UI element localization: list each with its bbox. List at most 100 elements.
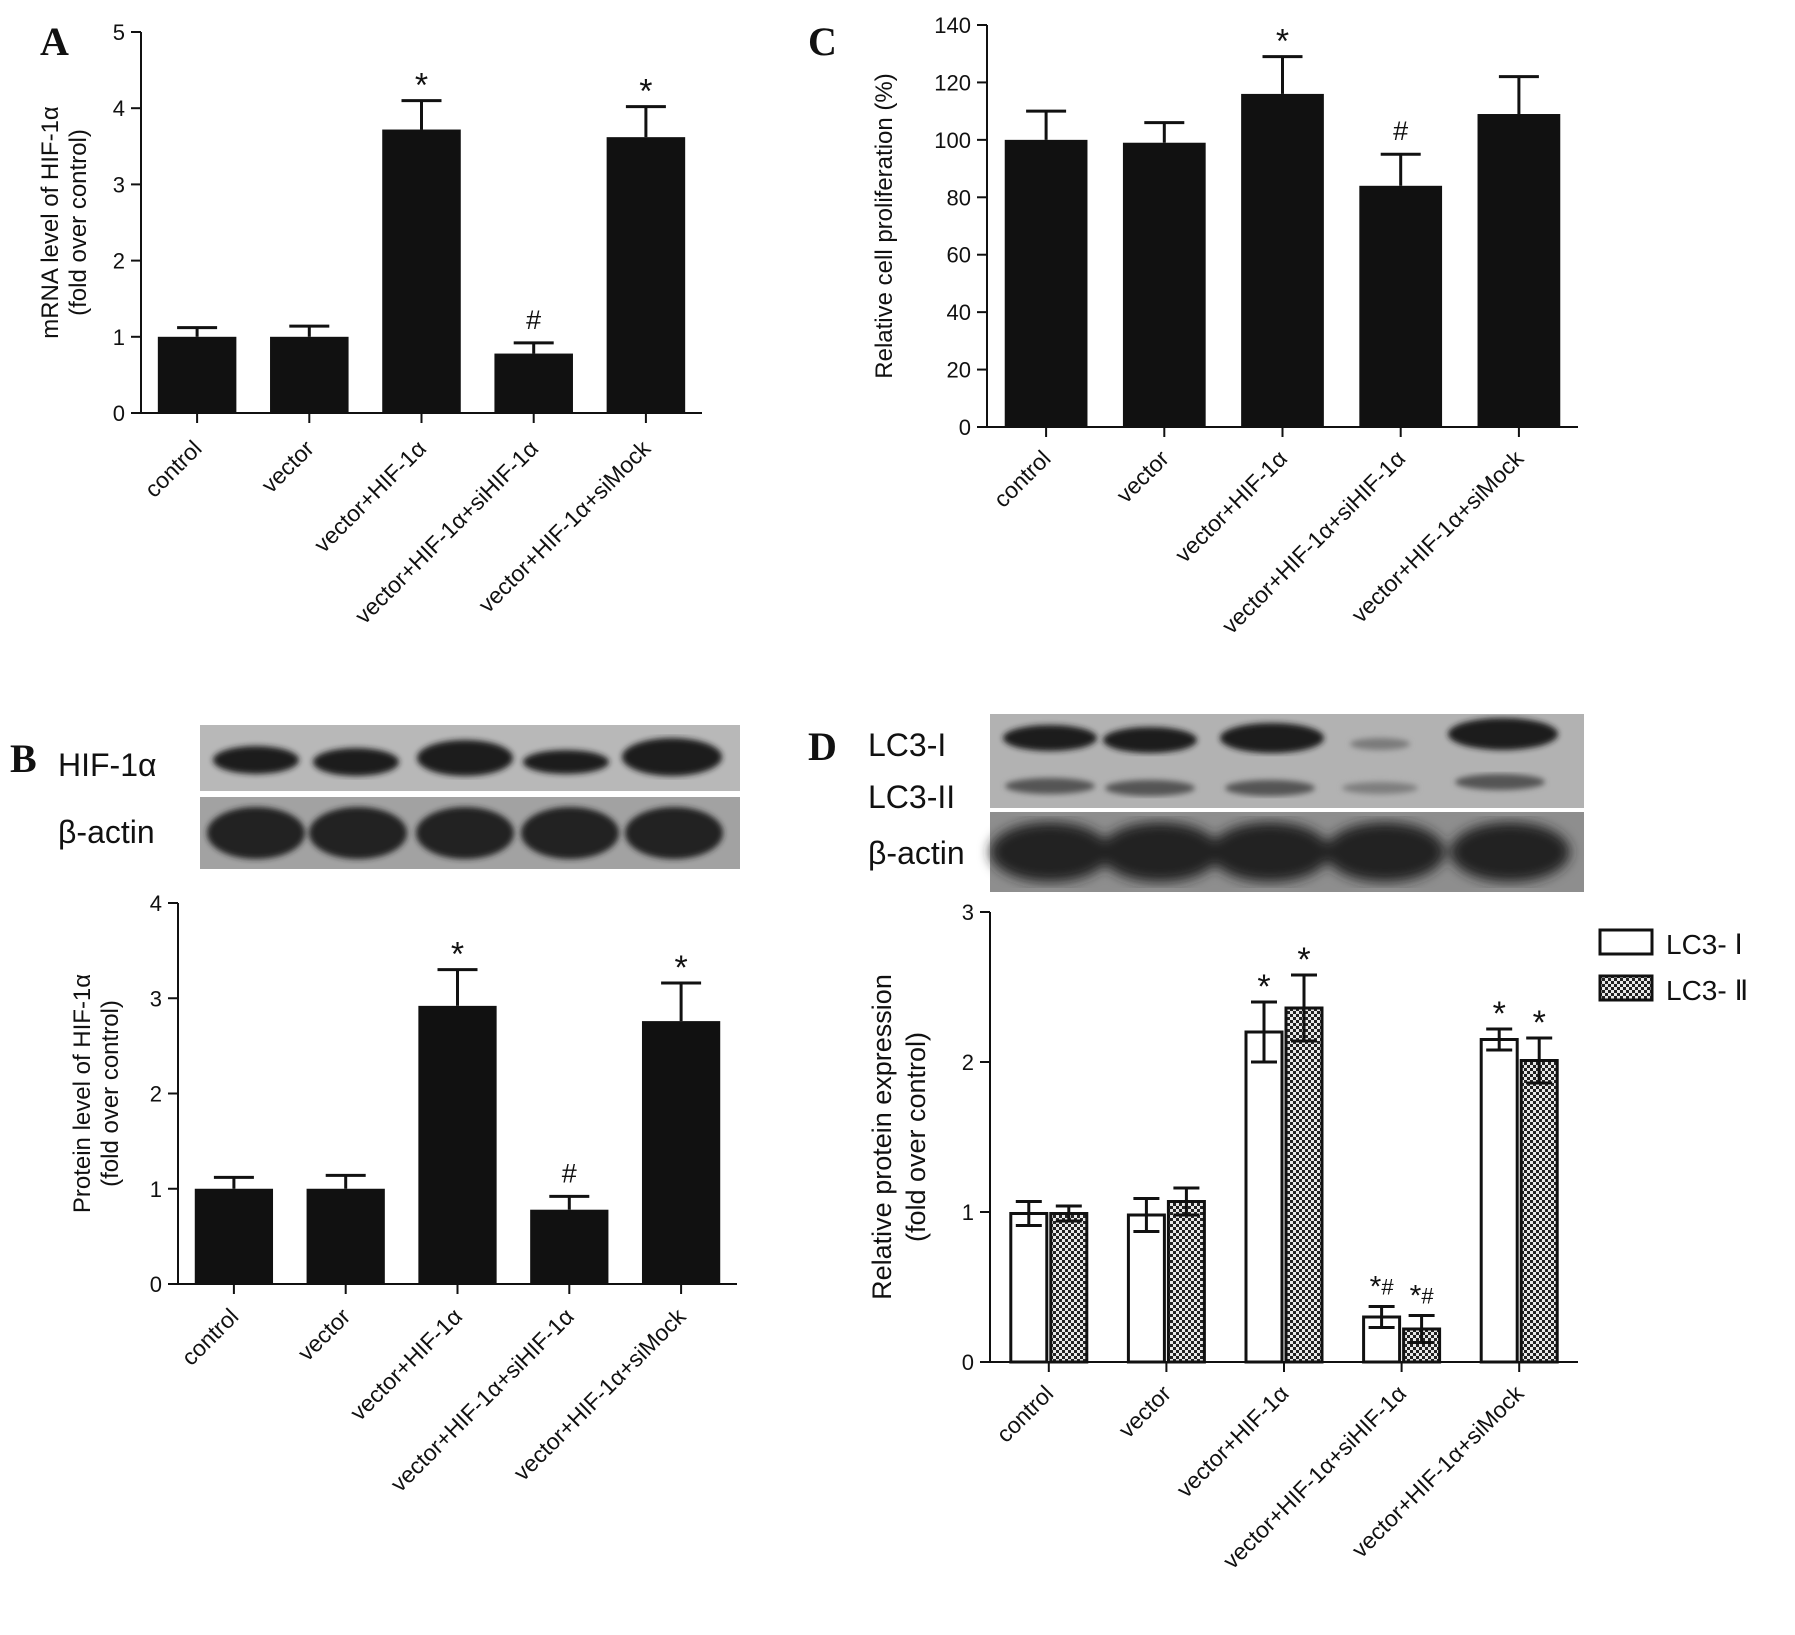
bar bbox=[1122, 142, 1206, 427]
actin-bands-d bbox=[990, 822, 1570, 882]
y-tick-label: 2 bbox=[962, 1050, 974, 1075]
significance-mark: * bbox=[1297, 941, 1310, 979]
y-axis-label: Relative cell proliferation (%) bbox=[871, 73, 898, 378]
y-tick-label: 0 bbox=[150, 1272, 162, 1297]
y-tick-label: 1 bbox=[150, 1177, 162, 1202]
y-tick-label: 140 bbox=[934, 13, 971, 38]
bar bbox=[1241, 93, 1324, 428]
chart-panel-c: 0 20 40 60 80 100 120 140 Relative cell prolifer… bbox=[871, 13, 1578, 639]
x-tick-label: vector bbox=[1113, 1380, 1176, 1443]
legend-swatch-1 bbox=[1598, 928, 1654, 956]
blot-label-actin-b: β-actin bbox=[58, 814, 155, 850]
significance-mark: * bbox=[451, 936, 464, 974]
significance-mark: * bbox=[1493, 995, 1506, 1033]
bar bbox=[1359, 185, 1443, 427]
y-tick-label: 2 bbox=[113, 249, 125, 274]
x-tick-label: control bbox=[176, 1303, 243, 1370]
blot-label-lc3-i: LC3-I bbox=[868, 727, 946, 763]
y-tick-label: 0 bbox=[113, 401, 125, 426]
y-tick-label: 0 bbox=[962, 1350, 974, 1375]
significance-mark: *# bbox=[1410, 1280, 1435, 1313]
x-tick-label: vector bbox=[256, 435, 319, 498]
x-tick-label: vector bbox=[1111, 445, 1174, 508]
bar bbox=[418, 1005, 497, 1284]
y-tick-label: 80 bbox=[947, 185, 971, 210]
y-tick-label: 0 bbox=[959, 415, 971, 440]
y-axis-label: (fold over control) bbox=[901, 1032, 931, 1242]
significance-mark: # bbox=[562, 1158, 577, 1188]
blot-label-lc3-ii: LC3-II bbox=[868, 779, 955, 815]
x-tick-label: control bbox=[988, 445, 1055, 512]
x-tick-label: vector bbox=[293, 1303, 356, 1366]
panel-letter-a: A bbox=[40, 19, 69, 64]
chart-panel-b: 0 1 2 3 4 Protein level of HIF-1α (fold over c… bbox=[69, 891, 737, 1497]
blot-label-actin-d: β-actin bbox=[868, 835, 965, 871]
bar-series-1 bbox=[1009, 1212, 1049, 1364]
western-blot-b: HIF-1α β-actin bbox=[58, 725, 740, 869]
y-tick-label: 40 bbox=[947, 300, 971, 325]
bar bbox=[530, 1209, 609, 1284]
bar bbox=[1004, 139, 1088, 427]
significance-mark: # bbox=[526, 305, 541, 335]
western-blot-d: LC3-I LC3-II β-actin bbox=[868, 714, 1584, 892]
significance-mark: * bbox=[674, 949, 687, 987]
bar bbox=[382, 129, 461, 413]
lc3-ii-bands bbox=[1005, 774, 1545, 796]
chart-panel-d: 0 1 2 3 Relative protein expression (fold ove… bbox=[867, 900, 1748, 1574]
y-axis-label: (fold over control) bbox=[65, 129, 92, 316]
bar bbox=[157, 336, 237, 413]
bar bbox=[1477, 114, 1561, 427]
significance-mark: * bbox=[1257, 968, 1270, 1006]
blot-label-hif: HIF-1α bbox=[58, 747, 157, 783]
significance-mark: # bbox=[1393, 116, 1408, 146]
x-tick-label: vector+HIF-1α bbox=[309, 435, 431, 557]
y-tick-label: 4 bbox=[113, 96, 125, 121]
y-tick-label: 4 bbox=[150, 891, 162, 916]
bar-series-2 bbox=[1284, 1006, 1324, 1364]
panel-letter-d: D bbox=[808, 724, 837, 769]
significance-mark: *# bbox=[1370, 1271, 1395, 1304]
x-tick-label: vector+HIF-1α bbox=[1171, 1380, 1293, 1502]
bar bbox=[494, 353, 573, 413]
y-tick-label: 1 bbox=[113, 325, 125, 350]
bar-series-1 bbox=[1244, 1030, 1284, 1364]
bar-series-1 bbox=[1126, 1213, 1166, 1364]
bar bbox=[270, 336, 349, 413]
y-tick-label: 20 bbox=[947, 358, 971, 383]
y-tick-label: 5 bbox=[113, 20, 125, 45]
y-axis-label: mRNA level of HIF-1α bbox=[37, 106, 64, 339]
panel-letter-b: B bbox=[10, 736, 37, 781]
y-tick-label: 1 bbox=[962, 1200, 974, 1225]
x-tick-label: control bbox=[139, 435, 206, 502]
bar-series-1 bbox=[1479, 1038, 1519, 1364]
bar bbox=[606, 137, 686, 413]
y-axis-label: (fold over control) bbox=[97, 1000, 124, 1187]
y-tick-label: 3 bbox=[113, 172, 125, 197]
hif-bands bbox=[213, 738, 722, 776]
significance-mark: * bbox=[1533, 1004, 1546, 1042]
y-tick-label: 100 bbox=[934, 128, 971, 153]
x-tick-label: vector+HIF-1α+siHIF-1α bbox=[385, 1303, 579, 1497]
bar bbox=[306, 1188, 385, 1284]
actin-bands-b bbox=[207, 807, 723, 859]
x-tick-label: vector+HIF-1α+siHIF-1α bbox=[350, 435, 544, 629]
legend-label: LC3- Ⅱ bbox=[1666, 975, 1748, 1006]
y-tick-label: 3 bbox=[962, 900, 974, 925]
y-axis-label: Relative protein expression bbox=[867, 974, 897, 1300]
y-tick-label: 120 bbox=[934, 70, 971, 95]
significance-mark: * bbox=[1276, 23, 1289, 61]
y-tick-label: 3 bbox=[150, 986, 162, 1011]
chart-panel-a: 0 1 2 3 4 5 mRNA level of HIF-1α (fold over con… bbox=[37, 20, 702, 629]
bar-series-2 bbox=[1166, 1200, 1206, 1364]
bar-series-2 bbox=[1049, 1212, 1089, 1364]
panel-letter-c: C bbox=[808, 19, 837, 64]
x-tick-label: vector+HIF-1α bbox=[345, 1303, 467, 1425]
legend-label: LC3- Ⅰ bbox=[1666, 929, 1743, 960]
x-tick-label: vector+HIF-1α bbox=[1170, 445, 1292, 567]
y-tick-label: 2 bbox=[150, 1082, 162, 1107]
legend-swatch-2 bbox=[1598, 974, 1654, 1002]
y-tick-label: 60 bbox=[947, 243, 971, 268]
bar-series-2 bbox=[1519, 1059, 1559, 1364]
bar bbox=[194, 1188, 274, 1284]
